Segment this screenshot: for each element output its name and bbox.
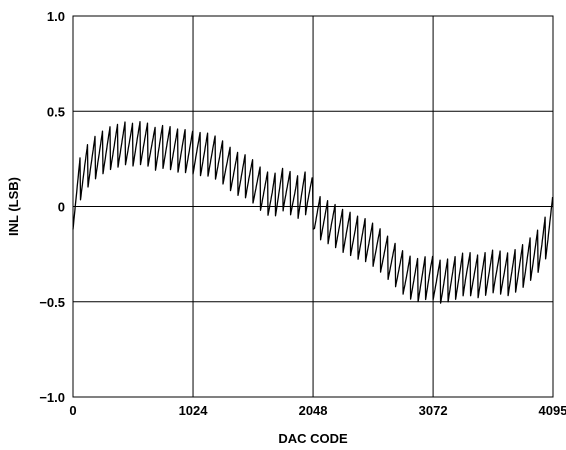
- inl-series-line: [72, 121, 554, 304]
- y-tick-labels: 1.0 0.5 0 −0.5 −1.0: [39, 9, 65, 405]
- y-tick-label: −1.0: [39, 390, 65, 405]
- x-tick-label: 3072: [419, 403, 448, 418]
- x-tick-label: 4095: [539, 403, 566, 418]
- x-axis-label: DAC CODE: [278, 431, 348, 446]
- y-tick-label: 1.0: [47, 9, 65, 24]
- x-tick-label: 0: [69, 403, 76, 418]
- x-tick-labels: 0 1024 2048 3072 4095: [69, 403, 566, 418]
- y-axis-label: INL (LSB): [6, 177, 21, 236]
- x-tick-label: 2048: [299, 403, 328, 418]
- x-tick-label: 1024: [179, 403, 209, 418]
- y-tick-label: 0: [58, 200, 65, 215]
- plot-frame: [72, 15, 554, 398]
- series-layer: [72, 121, 554, 304]
- y-tick-label: −0.5: [39, 295, 65, 310]
- y-tick-label: 0.5: [47, 104, 65, 119]
